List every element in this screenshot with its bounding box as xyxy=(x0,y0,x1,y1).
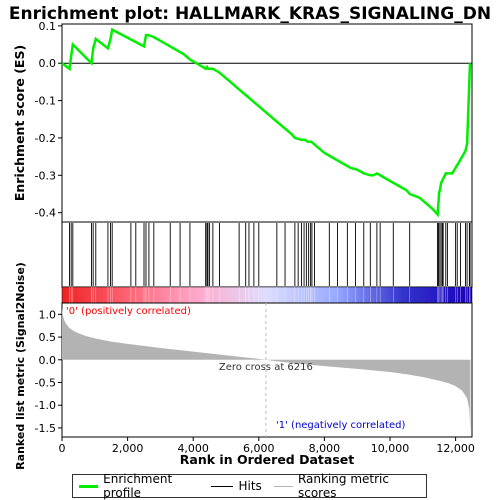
es-y-axis: 0.1 0.0 -0.1 -0.2 -0.3 -0.4 xyxy=(35,20,62,220)
metric-xtick-label: 0 xyxy=(59,442,66,455)
metric-y-axis: 1.0 0.5 0.0 -0.5 -1.0 -1.5 xyxy=(35,308,62,435)
metric-xtick-label: 4,000 xyxy=(177,442,209,455)
metric-ytick-label: 0.0 xyxy=(39,354,57,367)
ranking-colorbar xyxy=(61,286,473,304)
es-ytick-label: -0.3 xyxy=(35,169,56,182)
metric-ytick-label: 0.5 xyxy=(39,331,57,344)
legend-label-hits: Hits xyxy=(238,479,262,493)
metric-ytick-label: -1.0 xyxy=(35,399,56,412)
negative-correlation-label: '1' (negatively correlated) xyxy=(276,420,405,431)
plot-title: Enrichment plot: HALLMARK_KRAS_SIGNALING… xyxy=(9,4,491,24)
metric-panel: 1.0 0.5 0.0 -0.5 -1.0 -1.5 0 2,000 4,000 6,000 8,… xyxy=(14,262,475,470)
metric-ytick-label: 1.0 xyxy=(39,308,57,321)
legend-swatch-hits xyxy=(211,485,234,487)
legend-swatch-enrichment-profile xyxy=(79,484,99,488)
metric-xtick-label: 6,000 xyxy=(243,442,275,455)
zero-cross-label: Zero cross at 6216 xyxy=(219,362,313,373)
hits-frame xyxy=(61,221,473,288)
ranking-metric-area xyxy=(62,307,471,434)
es-ytick-label: -0.1 xyxy=(35,95,56,108)
enrichment-panel: 0.1 0.0 -0.1 -0.2 -0.3 -0.4 Enrichment score … xyxy=(12,20,473,223)
legend-label-ranking-metric: Ranking metric scores xyxy=(297,472,389,500)
metric-xtick-label: 10,000 xyxy=(371,442,410,455)
es-ytick-label: 0.0 xyxy=(39,57,57,70)
legend-swatch-ranking-metric xyxy=(273,485,293,487)
metric-xtick-label: 12,000 xyxy=(436,442,475,455)
metric-x-axis: 0 2,000 4,000 6,000 8,000 10,000 12,000 xyxy=(59,437,475,455)
es-ytick-label: 0.1 xyxy=(39,20,57,33)
colorbar-hit-ticks xyxy=(69,287,471,303)
metric-xtick-label: 2,000 xyxy=(112,442,144,455)
metric-x-label: Rank in Ordered Dataset xyxy=(180,452,354,467)
hits-panel xyxy=(61,221,473,288)
enrichment-profile-line xyxy=(61,27,472,218)
metric-xtick-label: 8,000 xyxy=(309,442,341,455)
colorbar-rect xyxy=(61,286,473,304)
positive-correlation-label: '0' (positively correlated) xyxy=(66,306,191,317)
legend-item-ranking-metric: Ranking metric scores xyxy=(273,472,414,500)
enrichment-plot-frame xyxy=(61,23,473,223)
metric-ytick-label: -1.5 xyxy=(35,422,56,435)
legend-item-enrichment-profile: Enrichment profile xyxy=(79,472,199,500)
legend: Enrichment profile Hits Ranking metric s… xyxy=(72,472,427,500)
legend-label-enrichment-profile: Enrichment profile xyxy=(103,472,173,500)
es-y-label: Enrichment score (ES) xyxy=(12,45,27,201)
metric-ytick-label: -0.5 xyxy=(35,376,56,389)
legend-item-hits: Hits xyxy=(211,479,262,493)
es-ytick-label: -0.4 xyxy=(35,207,56,220)
es-ytick-label: -0.2 xyxy=(35,132,56,145)
metric-y-label: Ranked list metric (Signal2Noise) xyxy=(14,262,27,470)
hit-marks xyxy=(69,223,471,286)
